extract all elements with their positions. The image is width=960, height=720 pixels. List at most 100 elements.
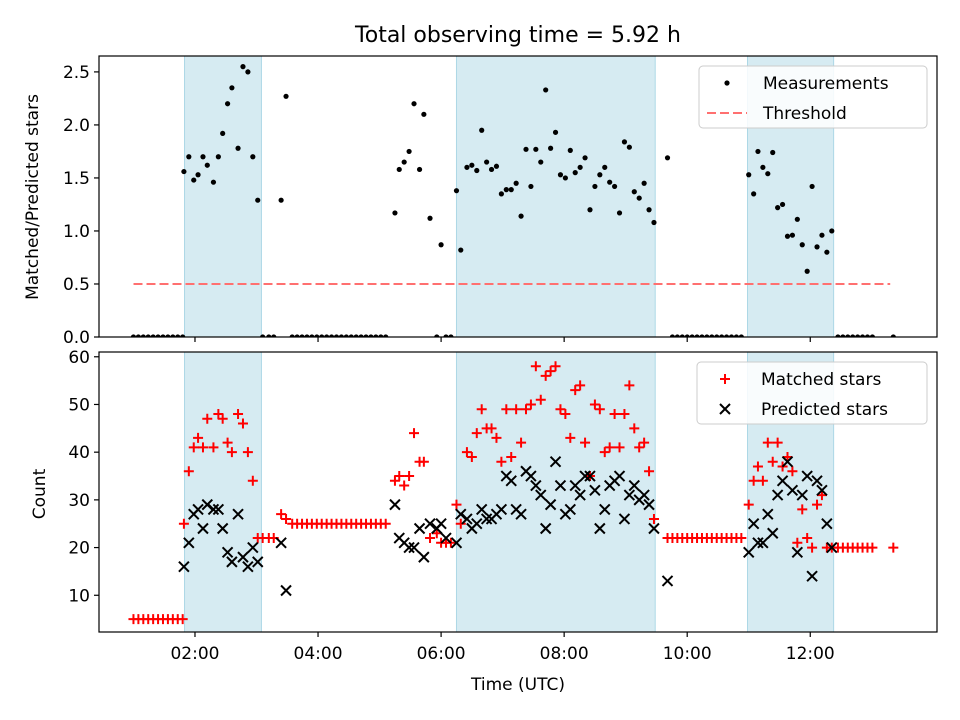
predicted-star-point [461,513,473,525]
measurement-point [488,166,495,173]
matched-star-point [409,428,420,439]
y-tick-label: 2.0 [63,116,90,136]
predicted-star-point [242,560,254,573]
predicted-star-point [413,522,426,535]
matched-star-point [476,404,487,415]
measurement-point [755,148,761,155]
measurement-point [294,334,300,337]
measurement-point [180,334,186,337]
measurement-point [200,154,206,160]
predicted-star-point [791,546,804,559]
measurement-point [145,334,151,337]
predicted-star-point [247,541,259,554]
predicted-star-point [389,498,401,511]
measurement-point [557,172,564,178]
matched-star-point [797,504,808,515]
panel-ratio: 0.0 0.5 1.0 1.5 2.0 2.5 Measurements Threshold [63,55,938,348]
matched-star-point [545,366,556,377]
legend-label: Threshold [762,104,847,124]
legend: Matched stars Predicted stars [696,361,928,425]
measurement-point [383,334,389,337]
predicted-star-point [554,479,567,492]
predicted-star-point [752,537,764,549]
measurement-point [175,334,181,337]
measurement-point [714,334,720,337]
legend-box [696,361,928,425]
y-tick-label: 1.5 [63,169,90,189]
measurement-point [453,188,460,194]
predicted-star-point [757,537,769,549]
matched-star-point [762,437,773,448]
matched-star-point [816,490,827,501]
measurement-point [626,144,632,150]
measurement-point [760,164,766,170]
matched-star-point [520,404,531,415]
series-group [128,361,899,625]
chart-title: Total observing time = 5.92 h [354,23,681,48]
measurement-point [421,111,427,117]
measurement-point [835,334,841,337]
measurement-point [607,179,613,185]
measurement-point [859,334,866,337]
measurement-point [765,171,771,177]
measurement-point [829,228,835,234]
matched-star-point [540,370,551,381]
matched-star-point [867,542,878,553]
predicted-star-point [771,489,784,501]
measurement-point [378,334,384,337]
matched-star-point [575,380,586,391]
legend: Measurements Threshold [698,65,928,129]
shaded-interval [184,55,262,338]
predicted-star-point [589,484,601,497]
matched-star-point [451,499,462,510]
measurement-point [674,334,680,337]
matched-star-point [276,509,287,520]
measurement-point [319,334,325,337]
predicted-star-point [216,522,229,535]
measurement-point [819,232,825,238]
x-tick-label: 06:00 [417,644,466,664]
matched-star-point [752,461,763,472]
predicted-star-point [648,522,660,535]
matched-star-point [178,518,189,529]
measurement-point [646,207,652,213]
predicted-star-point [826,541,838,554]
matched-star-point [594,404,605,415]
predicted-star-point [747,518,760,530]
predicted-star-point [471,518,483,530]
y-tick-label: 0.5 [63,275,90,295]
predicted-star-point [628,479,640,492]
measurement-point [518,213,524,219]
measurement-point [191,177,197,183]
measurement-point [170,334,176,337]
measurement-point [850,334,856,337]
measurement-point [814,244,820,250]
measurement-point [235,145,241,151]
measurement-point [855,334,861,337]
y-tick-label: 1.0 [63,222,90,242]
x-tick-label: 04:00 [294,644,343,664]
measurement-point [195,172,201,178]
matched-star-point [743,499,754,510]
y-tick-label: 2.5 [63,63,90,83]
measurement-point [130,334,137,337]
matched-star-point [535,394,546,405]
measurement-point [869,334,875,337]
predicted-star-point [424,518,436,530]
measurement-point [699,334,705,337]
y-tick-label: 60 [68,348,90,368]
measurement-point [651,219,657,226]
y-tick-label: 0.0 [63,328,90,348]
measurement-point [775,205,781,211]
measurement-point [210,179,217,185]
measurement-point [333,334,340,337]
matched-star-point [466,451,477,462]
measurement-point [548,145,554,151]
matched-star-point [516,437,527,448]
matched-star-point [183,466,194,477]
shaded-interval [184,351,262,633]
matched-star-point [550,361,561,372]
measurement-point [704,334,710,337]
matched-star-point [431,528,442,539]
predicted-star-point [221,546,234,559]
